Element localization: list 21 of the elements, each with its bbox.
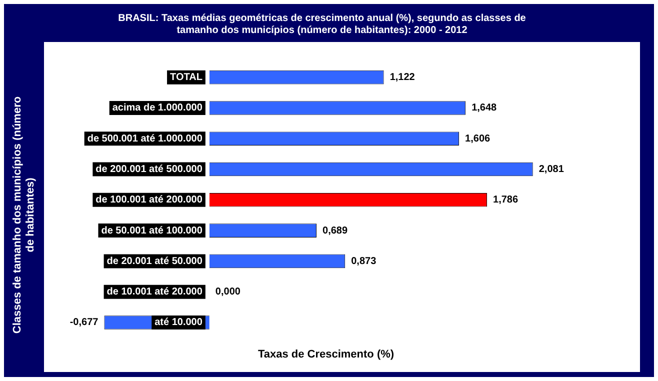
data-label: 1,122 bbox=[390, 72, 416, 84]
y-tick-label: TOTAL bbox=[170, 72, 202, 84]
y-tick-label: de 100.001 até 200.000 bbox=[96, 194, 203, 206]
chart-title: BRASIL: Taxas médias geométricas de crescimento anual (%), segundo as classes de tamanho dos municípios (número de habitantes): 2000 - 2012 bbox=[118, 12, 526, 36]
data-label: 0,689 bbox=[322, 225, 348, 236]
y-tick-label: de 500.001 até 1.000.000 bbox=[87, 133, 203, 144]
data-label: 1,606 bbox=[465, 133, 491, 144]
y-tick-label: de 10.001 até 20.000 bbox=[106, 286, 203, 298]
data-label: 0,000 bbox=[215, 286, 241, 298]
y-tick-label: acima de 1.000.000 bbox=[112, 102, 203, 114]
data-label: 1,648 bbox=[472, 102, 498, 114]
data-label: -0,677 bbox=[70, 317, 99, 328]
data-label: 0,873 bbox=[351, 256, 377, 267]
y-tick-label: até 10.000 bbox=[154, 317, 203, 328]
y-tick-label: de 200.001 até 500.000 bbox=[96, 164, 203, 176]
y-axis-title: Classes de tamanho dos municípios (número de habitantes) bbox=[12, 96, 37, 334]
y-tick-label: de 50.001 até 100.000 bbox=[101, 225, 203, 236]
y-tick-label: de 20.001 até 50.000 bbox=[106, 256, 203, 267]
data-label: 2,081 bbox=[538, 164, 564, 176]
data-label: 1,786 bbox=[493, 194, 518, 206]
x-axis-title: Taxas de Crescimento (%) bbox=[258, 348, 394, 360]
